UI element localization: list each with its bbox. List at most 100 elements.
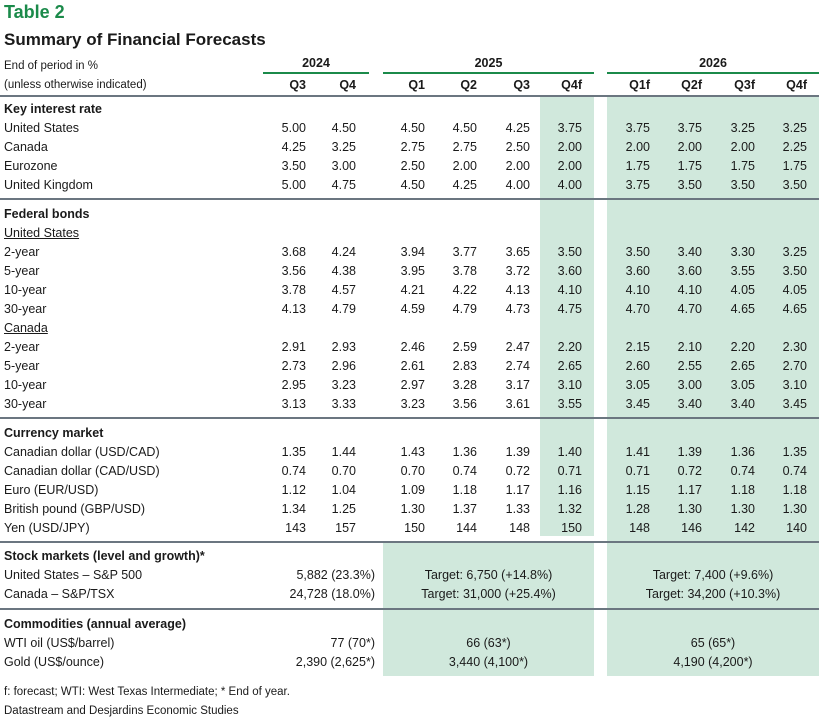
value-cell: 4.25 xyxy=(505,121,530,135)
value-cell: 3.10 xyxy=(557,378,582,392)
value-cell: 3.68 xyxy=(281,245,306,259)
row-label: United States xyxy=(4,121,80,135)
value-cell: 3.78 xyxy=(452,264,477,278)
row-label: 10-year xyxy=(4,283,47,297)
value-cell-y2026: Target: 34,200 (+10.3%) xyxy=(645,587,781,601)
value-cell: 2.60 xyxy=(625,359,650,373)
row-label: 30-year xyxy=(4,302,47,316)
table-subtitle: Summary of Financial Forecasts xyxy=(4,30,266,49)
value-cell: 1.30 xyxy=(400,502,425,516)
value-cell: 1.75 xyxy=(625,159,650,173)
value-cell: 5.00 xyxy=(281,121,306,135)
table-row: Yen (USD/JPY) 143 157 150 144 148 150 148 146 142… xyxy=(0,519,819,538)
row-label: Commodities (annual average) xyxy=(4,617,186,631)
value-cell: 0.70 xyxy=(331,464,356,478)
source-note: Datastream and Desjardins Economic Studi… xyxy=(4,705,239,717)
value-cell: 4.13 xyxy=(505,283,530,297)
value-cell: 1.75 xyxy=(730,159,755,173)
table-row: Eurozone 3.50 3.00 2.50 2.00 2.00 2.00 1.75 1.75… xyxy=(0,157,819,176)
value-cell: 0.74 xyxy=(782,464,807,478)
value-cell: 2.50 xyxy=(505,140,530,154)
value-cell: 4.73 xyxy=(505,302,530,316)
value-cell: 1.36 xyxy=(452,445,477,459)
value-cell: 1.16 xyxy=(557,483,582,497)
row-label: WTI oil (US$/barrel) xyxy=(4,636,115,650)
value-cell: 3.00 xyxy=(677,378,702,392)
value-cell: 2.73 xyxy=(281,359,306,373)
table-row: 30-year 4.13 4.79 4.59 4.79 4.73 4.75 4.70 4.70 4… xyxy=(0,300,819,319)
value-cell: 2.93 xyxy=(331,340,356,354)
table-row: 30-year 3.13 3.33 3.23 3.56 3.61 3.55 3.45 3.40 3… xyxy=(0,395,819,414)
value-cell: 1.35 xyxy=(782,445,807,459)
value-cell: 4.75 xyxy=(557,302,582,316)
value-cell: 2.65 xyxy=(730,359,755,373)
value-cell: 1.44 xyxy=(331,445,356,459)
header-note-2: (unless otherwise indicated) xyxy=(4,79,147,91)
value-cell: 2.25 xyxy=(782,140,807,154)
value-cell: 4.05 xyxy=(782,283,807,297)
value-cell: 3.94 xyxy=(400,245,425,259)
section-stock-markets: Stock markets (level and growth)* xyxy=(0,547,819,566)
row-label: Canada xyxy=(4,140,48,154)
value-cell: 4.05 xyxy=(730,283,755,297)
value-cell: 2.70 xyxy=(782,359,807,373)
value-cell: 3.25 xyxy=(782,121,807,135)
value-cell: 0.72 xyxy=(505,464,530,478)
value-cell-y2026: 4,190 (4,200*) xyxy=(673,655,753,669)
value-cell: 3.50 xyxy=(782,264,807,278)
value-cell: 157 xyxy=(335,521,356,535)
value-cell: 3.05 xyxy=(625,378,650,392)
header-rule xyxy=(0,95,819,97)
table-row: 2-year 2.91 2.93 2.46 2.59 2.47 2.20 2.15 2.10 2.… xyxy=(0,338,819,357)
row-label: Euro (EUR/USD) xyxy=(4,483,99,497)
value-cell: 150 xyxy=(561,521,582,535)
table-row: 5-year 3.56 4.38 3.95 3.78 3.72 3.60 3.60 3.60 3.… xyxy=(0,262,819,281)
section-commodities: Commodities (annual average) xyxy=(0,615,819,634)
value-cell: 3.45 xyxy=(625,397,650,411)
value-cell: 1.18 xyxy=(782,483,807,497)
value-cell: 2.10 xyxy=(677,340,702,354)
value-cell: 2.65 xyxy=(557,359,582,373)
value-cell: 2.00 xyxy=(677,140,702,154)
quarter-header-cell: Q3 xyxy=(289,78,306,92)
value-cell: 3.25 xyxy=(331,140,356,154)
row-label: Yen (USD/JPY) xyxy=(4,521,90,535)
forecast-shade-2026 xyxy=(607,96,819,676)
row-label: 2-year xyxy=(4,340,40,354)
value-cell: 1.04 xyxy=(331,483,356,497)
header-note-1: End of period in % xyxy=(4,60,98,72)
value-cell: 2.96 xyxy=(331,359,356,373)
value-cell: 4.25 xyxy=(452,178,477,192)
value-cell: 1.33 xyxy=(505,502,530,516)
value-cell: 3.56 xyxy=(281,264,306,278)
value-cell-y2025: 3,440 (4,100*) xyxy=(448,655,529,669)
value-cell: 1.28 xyxy=(625,502,650,516)
value-cell: 3.72 xyxy=(505,264,530,278)
value-cell: 2.20 xyxy=(730,340,755,354)
value-cell: 1.17 xyxy=(677,483,702,497)
value-cell: 1.35 xyxy=(281,445,306,459)
row-label: 30-year xyxy=(4,397,47,411)
value-cell: 4.00 xyxy=(505,178,530,192)
value-cell: 140 xyxy=(786,521,807,535)
value-cell: 2.00 xyxy=(505,159,530,173)
value-cell: 3.30 xyxy=(730,245,755,259)
table-row: 2-year 3.68 4.24 3.94 3.77 3.65 3.50 3.50 3.40 3.… xyxy=(0,243,819,262)
value-cell: 150 xyxy=(404,521,425,535)
value-cell: 3.75 xyxy=(625,178,650,192)
value-cell: 1.39 xyxy=(677,445,702,459)
table-row: Canada 4.25 3.25 2.75 2.75 2.50 2.00 2.00 2.00 2.… xyxy=(0,138,819,157)
value-cell: 148 xyxy=(629,521,650,535)
value-cell: 3.25 xyxy=(782,245,807,259)
value-cell: 3.55 xyxy=(557,397,582,411)
row-label: 10-year xyxy=(4,378,47,392)
value-cell: 3.56 xyxy=(452,397,477,411)
value-cell: 3.05 xyxy=(730,378,755,392)
value-cell: 4.65 xyxy=(782,302,807,316)
value-cell: 3.61 xyxy=(505,397,530,411)
value-cell: 1.18 xyxy=(730,483,755,497)
row-label: Canadian dollar (USD/CAD) xyxy=(4,445,160,459)
value-cell: 3.28 xyxy=(452,378,477,392)
table-row: Canadian dollar (CAD/USD) 0.74 0.70 0.70 0.7… xyxy=(0,462,819,481)
section-rule xyxy=(0,541,819,543)
